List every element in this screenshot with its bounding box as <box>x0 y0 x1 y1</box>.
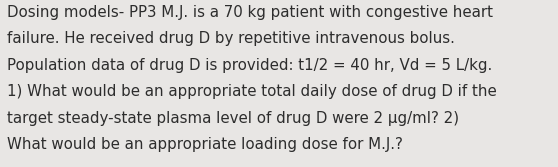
Text: What would be an appropriate loading dose for M.J.?: What would be an appropriate loading dos… <box>7 137 403 152</box>
Text: 1) What would be an appropriate total daily dose of drug D if the: 1) What would be an appropriate total da… <box>7 84 497 99</box>
Text: failure. He received drug D by repetitive intravenous bolus.: failure. He received drug D by repetitiv… <box>7 31 455 46</box>
Text: target steady-state plasma level of drug D were 2 µg/ml? 2): target steady-state plasma level of drug… <box>7 111 459 126</box>
Text: Population data of drug D is provided: t1/2 = 40 hr, Vd = 5 L/kg.: Population data of drug D is provided: t… <box>7 58 493 73</box>
Text: Dosing models- PP3 M.J. is a 70 kg patient with congestive heart: Dosing models- PP3 M.J. is a 70 kg patie… <box>7 5 493 20</box>
